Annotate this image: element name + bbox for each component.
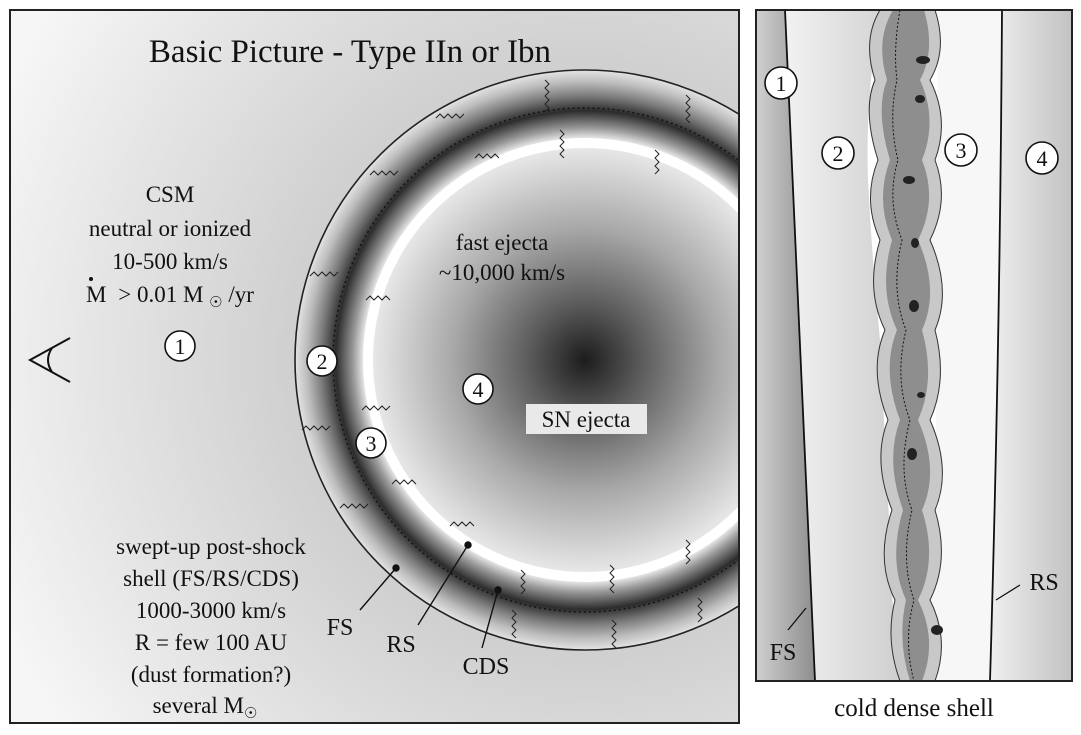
svg-text:1: 1: [776, 71, 787, 96]
svg-text:4: 4: [473, 377, 484, 402]
right-region-3-marker: 3: [944, 133, 978, 167]
mdot-dot: [89, 277, 93, 281]
right-region-2: [785, 10, 900, 681]
right-panel-caption: cold dense shell: [834, 695, 994, 722]
right-region-3: [925, 10, 1002, 681]
right-region-1-curve: [756, 10, 815, 681]
region-2-marker: 2: [306, 345, 338, 377]
left-panel-border: [9, 9, 740, 724]
right-forward-shock-line: [784, 10, 816, 681]
mdot-unit: /yr: [228, 282, 254, 307]
eye-observer-icon: [27, 337, 71, 383]
forward-shock-boundary: [294, 69, 739, 651]
shell-mass: several M: [153, 693, 244, 718]
sn-ejecta: [373, 148, 739, 572]
csm-speed: 10-500 km/s: [112, 249, 228, 274]
shell-desc-line-1: swept-up post-shock: [116, 534, 306, 559]
figure-title: Basic Picture - Type IIn or Ibn: [149, 34, 551, 70]
fs-pointer-label: FS: [327, 615, 354, 641]
right-region-4-marker: 4: [1025, 141, 1059, 175]
right-region-4: [990, 10, 1072, 681]
svg-text:2: 2: [317, 349, 328, 374]
sun-symbol: ☉: [209, 295, 222, 311]
right-panel: 1 2 3 4 FS RS cold dense shell: [755, 9, 1073, 722]
shell-desc-line-2: shell (FS/RS/CDS): [123, 566, 299, 591]
right-panel-border: [755, 9, 1073, 682]
right-fs-label: FS: [770, 640, 797, 666]
cds-pointer-label: CDS: [463, 654, 510, 680]
svg-text:1: 1: [175, 334, 186, 359]
cds-dense-clumps: [903, 56, 943, 635]
shell-desc-line-5: (dust formation?): [131, 662, 291, 687]
svg-text:3: 3: [956, 138, 967, 163]
rs-pointer-label: RS: [386, 632, 415, 658]
csm-label: CSM: [146, 182, 195, 207]
fast-ejecta-speed: ~10,000 km/s: [439, 260, 565, 285]
shell-desc-line-4: R = few 100 AU: [135, 630, 288, 655]
fast-ejecta-label: fast ejecta: [456, 230, 549, 255]
sn-ejecta-label: SN ejecta: [542, 407, 631, 432]
region-4-marker: 4: [462, 373, 494, 405]
svg-text:2: 2: [833, 141, 844, 166]
sn-ejecta-label-box: [526, 404, 647, 434]
right-rs-label: RS: [1029, 570, 1058, 596]
right-reverse-shock-line: [989, 10, 1003, 681]
mdot-symbol: M: [86, 282, 106, 307]
shell-desc-line-6: several M☉: [153, 693, 258, 722]
right-region-2-marker: 2: [821, 136, 855, 170]
mdot-value: > 0.01 M: [118, 282, 203, 307]
wave-squiggles: [301, 79, 703, 649]
left-panel: Basic Picture - Type IIn or Ibn CSM neut…: [9, 9, 740, 724]
svg-text:3: 3: [366, 431, 377, 456]
csm-state: neutral or ionized: [89, 216, 252, 241]
region-1-marker: 1: [164, 330, 196, 362]
region-3-marker: 3: [355, 427, 387, 459]
right-rs-pointer: [995, 584, 1021, 601]
right-region-1-marker: 1: [764, 66, 798, 100]
svg-text:4: 4: [1037, 146, 1048, 171]
cds-inner-dotted: [892, 10, 915, 681]
shell-desc-line-3: 1000-3000 km/s: [136, 598, 286, 623]
csm-mass-loss: M > 0.01 M ☉ /yr: [86, 282, 254, 312]
sun-symbol-shell: ☉: [244, 706, 257, 722]
pointer-lines: [359, 541, 502, 649]
right-fs-pointer: [787, 607, 807, 631]
